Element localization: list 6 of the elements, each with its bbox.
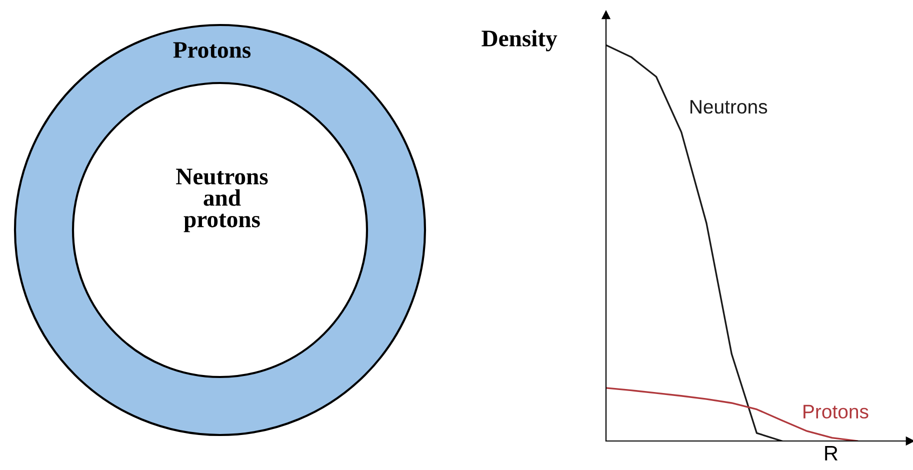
text: Neutrons and protons [176, 168, 268, 232]
series-label: Protons [804, 404, 868, 419]
text: Protons [173, 42, 251, 58]
series-label: Neutrons [690, 100, 768, 114]
x-axis-title: R [825, 446, 838, 460]
y-axis-title: Density [482, 30, 558, 52]
